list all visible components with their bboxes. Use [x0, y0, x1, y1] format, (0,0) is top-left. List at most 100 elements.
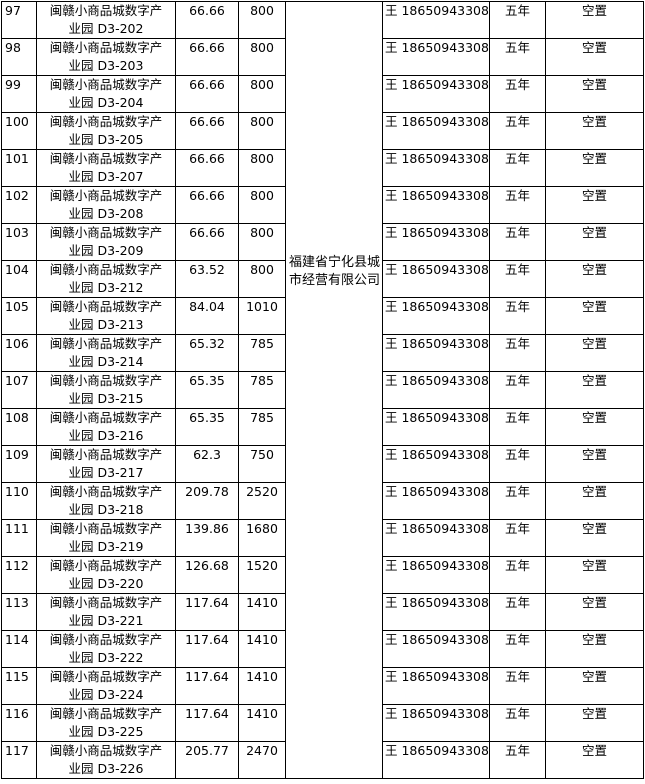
area: 205.77	[175, 741, 239, 779]
property-name-line1: 闽赣小商品城数字产	[49, 114, 163, 129]
area: 66.66	[175, 149, 239, 187]
area: 66.66	[175, 75, 239, 113]
rent: 800	[238, 186, 286, 224]
row-number: 107	[1, 371, 37, 409]
rent: 800	[238, 38, 286, 76]
area: 66.66	[175, 223, 239, 261]
contact: 王 18650943308	[382, 519, 490, 557]
rent: 1410	[238, 630, 286, 668]
property-name: 闽赣小商品城数字产 业园 D3-212	[36, 260, 176, 298]
row-number: 112	[1, 556, 37, 594]
property-name: 闽赣小商品城数字产 业园 D3-208	[36, 186, 176, 224]
property-name: 闽赣小商品城数字产 业园 D3-219	[36, 519, 176, 557]
area: 65.35	[175, 371, 239, 409]
property-name-line1: 闽赣小商品城数字产	[49, 77, 163, 92]
property-name-line2: 业园 D3-205	[68, 132, 144, 147]
property-name-line1: 闽赣小商品城数字产	[49, 225, 163, 240]
rent: 750	[238, 445, 286, 483]
lease-term: 五年	[489, 334, 546, 372]
area: 66.66	[175, 1, 239, 39]
lease-term: 五年	[489, 149, 546, 187]
contact: 王 18650943308	[382, 186, 490, 224]
area: 66.66	[175, 186, 239, 224]
rent: 785	[238, 371, 286, 409]
property-name: 闽赣小商品城数字产 业园 D3-204	[36, 75, 176, 113]
rent: 1010	[238, 297, 286, 335]
area: 66.66	[175, 112, 239, 150]
area: 84.04	[175, 297, 239, 335]
rent: 1410	[238, 667, 286, 705]
rent: 1680	[238, 519, 286, 557]
property-name: 闽赣小商品城数字产 业园 D3-226	[36, 741, 176, 779]
status: 空置	[545, 1, 644, 39]
property-name-line1: 闽赣小商品城数字产	[49, 336, 163, 351]
status: 空置	[545, 408, 644, 446]
table-row: 115 闽赣小商品城数字产 业园 D3-224 117.64 1410 王 1865…	[1, 667, 644, 705]
table-row: 103 闽赣小商品城数字产 业园 D3-209 66.66 800 王 186509…	[1, 223, 644, 261]
property-name: 闽赣小商品城数字产 业园 D3-213	[36, 297, 176, 335]
area: 66.66	[175, 38, 239, 76]
table-row: 105 闽赣小商品城数字产 业园 D3-213 84.04 1010 王 18650…	[1, 297, 644, 335]
lease-term: 五年	[489, 223, 546, 261]
property-name: 闽赣小商品城数字产 业园 D3-209	[36, 223, 176, 261]
table-row: 98 闽赣小商品城数字产 业园 D3-203 66.66 800 王 1865094…	[1, 38, 644, 76]
property-name-line2: 业园 D3-221	[68, 613, 144, 628]
property-name-line2: 业园 D3-220	[68, 576, 144, 591]
lease-term: 五年	[489, 112, 546, 150]
status: 空置	[545, 741, 644, 779]
property-name: 闽赣小商品城数字产 业园 D3-205	[36, 112, 176, 150]
lease-term: 五年	[489, 1, 546, 39]
area: 139.86	[175, 519, 239, 557]
property-name: 闽赣小商品城数字产 业园 D3-203	[36, 38, 176, 76]
property-name-line2: 业园 D3-209	[68, 243, 144, 258]
contact: 王 18650943308	[382, 741, 490, 779]
lease-term: 五年	[489, 75, 546, 113]
row-number: 98	[1, 38, 37, 76]
property-name: 闽赣小商品城数字产 业园 D3-217	[36, 445, 176, 483]
contact: 王 18650943308	[382, 149, 490, 187]
contact: 王 18650943308	[382, 75, 490, 113]
table-row: 104 闽赣小商品城数字产 业园 D3-212 63.52 800 王 186509…	[1, 260, 644, 298]
status: 空置	[545, 519, 644, 557]
property-name-line1: 闽赣小商品城数字产	[49, 558, 163, 573]
status: 空置	[545, 371, 644, 409]
rent: 2520	[238, 482, 286, 520]
status: 空置	[545, 445, 644, 483]
property-name: 闽赣小商品城数字产 业园 D3-207	[36, 149, 176, 187]
property-name: 闽赣小商品城数字产 业园 D3-224	[36, 667, 176, 705]
property-name-line1: 闽赣小商品城数字产	[49, 151, 163, 166]
contact: 王 18650943308	[382, 704, 490, 742]
property-name: 闽赣小商品城数字产 业园 D3-216	[36, 408, 176, 446]
table-row: 100 闽赣小商品城数字产 业园 D3-205 66.66 800 王 186509…	[1, 112, 644, 150]
lease-term: 五年	[489, 297, 546, 335]
rent: 800	[238, 75, 286, 113]
rent: 1410	[238, 593, 286, 631]
property-name: 闽赣小商品城数字产 业园 D3-202	[36, 1, 176, 39]
property-name-line1: 闽赣小商品城数字产	[49, 447, 163, 462]
status: 空置	[545, 334, 644, 372]
property-name-line2: 业园 D3-226	[68, 761, 144, 776]
status: 空置	[545, 112, 644, 150]
table-row: 117 闽赣小商品城数字产 业园 D3-226 205.77 2470 王 1865…	[1, 741, 644, 779]
property-name-line2: 业园 D3-207	[68, 169, 144, 184]
table-row: 114 闽赣小商品城数字产 业园 D3-222 117.64 1410 王 1865…	[1, 630, 644, 668]
lease-term: 五年	[489, 667, 546, 705]
property-name-line1: 闽赣小商品城数字产	[49, 743, 163, 758]
row-number: 109	[1, 445, 37, 483]
property-name: 闽赣小商品城数字产 业园 D3-222	[36, 630, 176, 668]
status: 空置	[545, 223, 644, 261]
property-name-line2: 业园 D3-224	[68, 687, 144, 702]
area: 63.52	[175, 260, 239, 298]
contact: 王 18650943308	[382, 334, 490, 372]
lease-term: 五年	[489, 556, 546, 594]
table-row: 111 闽赣小商品城数字产 业园 D3-219 139.86 1680 王 1865…	[1, 519, 644, 557]
property-name-line2: 业园 D3-217	[68, 465, 144, 480]
property-name: 闽赣小商品城数字产 业园 D3-215	[36, 371, 176, 409]
status: 空置	[545, 556, 644, 594]
property-name-line2: 业园 D3-215	[68, 391, 144, 406]
contact: 王 18650943308	[382, 112, 490, 150]
contact: 王 18650943308	[382, 260, 490, 298]
row-number: 97	[1, 1, 37, 39]
contact: 王 18650943308	[382, 556, 490, 594]
